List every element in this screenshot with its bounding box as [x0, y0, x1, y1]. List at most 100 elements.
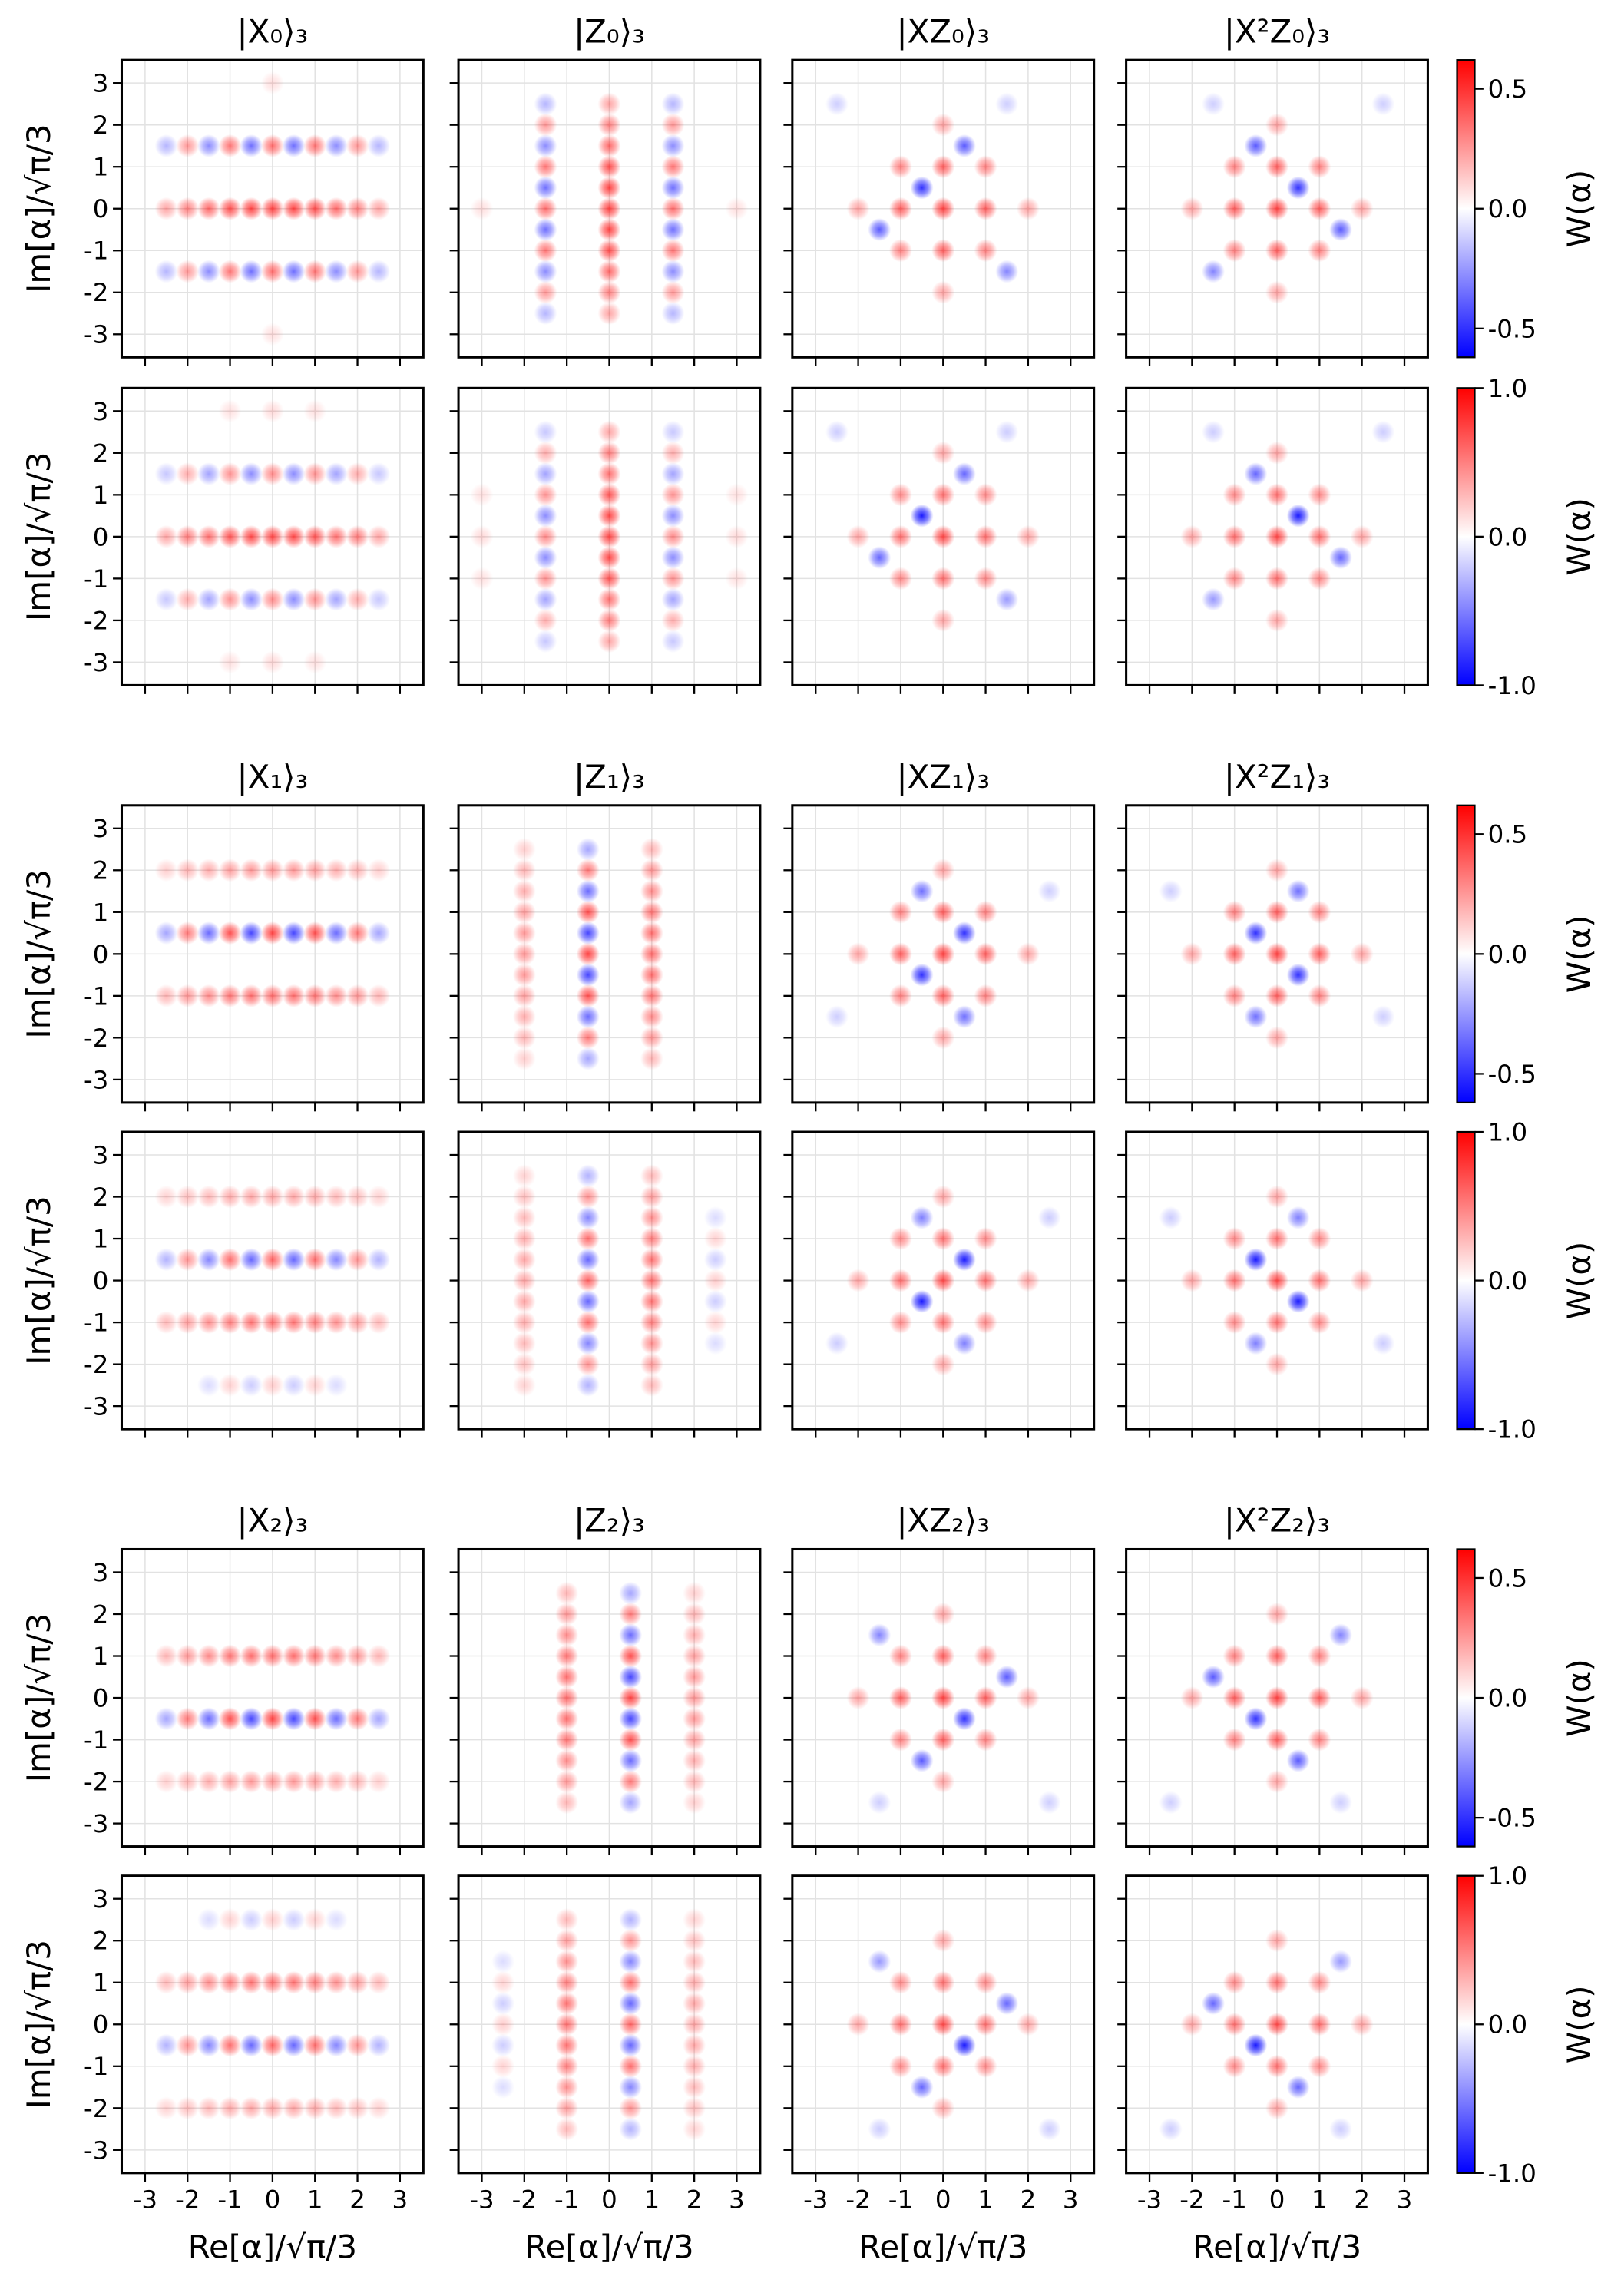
- wigner-spot: [1202, 1665, 1225, 1689]
- wigner-spot: [868, 2117, 892, 2141]
- spots: [491, 1908, 706, 2141]
- wigner-spot: [260, 1248, 284, 1272]
- x-tick-label: 0: [935, 2185, 951, 2215]
- wigner-spot: [534, 280, 557, 304]
- wigner-spot: [931, 1929, 955, 1953]
- wigner-spot: [576, 838, 600, 861]
- wigner-spot: [1286, 879, 1310, 903]
- wigner-spot: [367, 1644, 391, 1668]
- wigner-spot: [952, 1332, 976, 1355]
- wigner-spot: [931, 1686, 955, 1709]
- wigner-spot: [640, 1248, 663, 1272]
- wigner-spot: [1286, 1748, 1310, 1772]
- wigner-spot: [640, 1206, 663, 1229]
- wigner-spot: [825, 420, 849, 444]
- wigner-spot: [367, 1770, 391, 1794]
- wigner-spot: [555, 1770, 579, 1794]
- wigner-spot: [888, 567, 912, 591]
- wigner-spot: [534, 441, 557, 465]
- panel-border: [457, 804, 762, 1104]
- y-axis-label: Im[α]/√π/3: [20, 869, 58, 1039]
- wigner-spot: [218, 984, 242, 1007]
- wigner-spot: [995, 587, 1019, 611]
- y-tick-label: -3: [84, 320, 108, 349]
- panel-border: [791, 804, 1096, 1104]
- wigner-spot: [725, 197, 749, 220]
- wigner-spot: [1350, 197, 1374, 220]
- wigner-spot: [303, 1970, 327, 1994]
- panel: -3 -2 -1 0 1 2 3 Re[α]/√π/3: [783, 1874, 1096, 2265]
- panel-title: |X²Z₂⟩₃: [1224, 1502, 1330, 1540]
- wigner-spot: [1308, 1728, 1331, 1752]
- wigner-spot: [974, 1227, 997, 1250]
- wigner-spot: [154, 1311, 178, 1335]
- wigner-spot: [1265, 900, 1288, 924]
- panel-title: |X²Z₀⟩₃: [1224, 12, 1330, 50]
- wigner-spot: [324, 1644, 348, 1668]
- wigner-spot: [218, 260, 242, 283]
- wigner-spot: [974, 567, 997, 591]
- wigner-spot: [974, 1686, 997, 1709]
- wigner-spot: [240, 1644, 263, 1668]
- panel-border: [1125, 1130, 1429, 1431]
- spots: [470, 420, 749, 653]
- wigner-spot: [218, 197, 242, 220]
- wigner-spot: [1265, 2054, 1288, 2078]
- wigner-spot: [367, 260, 391, 283]
- wigner-spot: [154, 1770, 178, 1794]
- wigner-spot: [512, 963, 536, 987]
- x-tick-label: -1: [554, 2185, 579, 2215]
- wigner-spot: [1308, 483, 1331, 507]
- y-tick-label: 2: [93, 111, 109, 140]
- wigner-spot: [1371, 92, 1395, 116]
- y-axis-label: Im[α]/√π/3: [20, 124, 58, 293]
- wigner-spot: [661, 302, 685, 325]
- wigner-spot: [661, 197, 685, 220]
- wigner-spot: [260, 1908, 284, 1931]
- wigner-spot: [1159, 879, 1183, 903]
- wigner-spot: [888, 942, 912, 966]
- wigner-spot: [303, 1248, 327, 1272]
- wigner-spot: [910, 504, 934, 528]
- wigner-spot: [534, 504, 557, 528]
- wigner-spot: [240, 2096, 263, 2120]
- wigner-spot: [1265, 2096, 1288, 2120]
- wigner-spot: [491, 2076, 515, 2099]
- wigner-spot: [1286, 176, 1310, 200]
- wigner-spot: [346, 1770, 369, 1794]
- wigner-spot: [367, 1970, 391, 1994]
- spots: [154, 1185, 391, 1397]
- panel-border: [1125, 804, 1429, 1104]
- wigner-spot: [576, 1026, 600, 1050]
- wigner-spot: [260, 1770, 284, 1794]
- wigner-spot: [640, 1373, 663, 1397]
- wigner-spot: [303, 197, 327, 220]
- wigner-spot: [1180, 197, 1204, 220]
- wigner-spot: [176, 2033, 200, 2057]
- wigner-spot: [512, 1185, 536, 1209]
- panel-border: [791, 1130, 1096, 1431]
- wigner-spot: [974, 1269, 997, 1292]
- panel-border: [1125, 386, 1429, 686]
- wigner-spot: [1329, 2117, 1352, 2141]
- x-tick-label: 0: [265, 2185, 281, 2215]
- wigner-spot: [1265, 567, 1288, 591]
- wigner-spot: [240, 134, 263, 157]
- panel-border: [457, 1547, 762, 1848]
- wigner-spot: [868, 1950, 892, 1973]
- wigner-spot: [197, 1311, 220, 1335]
- wigner-spot: [491, 1992, 515, 2015]
- wigner-spot: [260, 1373, 284, 1397]
- wigner-spot: [576, 963, 600, 987]
- wigner-spot: [1308, 239, 1331, 263]
- wigner-spot: [176, 134, 200, 157]
- wigner-spot: [1350, 2013, 1374, 2036]
- wigner-spot: [1265, 1311, 1288, 1335]
- wigner-spot: [597, 239, 621, 263]
- wigner-spot: [576, 859, 600, 882]
- panel: -3 -2 -1 0 1 2 3 |X₀⟩₃ Im[α]/√π/3: [20, 12, 425, 366]
- wigner-spot: [534, 546, 557, 570]
- wigner-spot: [197, 921, 220, 945]
- x-tick-label: 2: [1021, 2185, 1037, 2215]
